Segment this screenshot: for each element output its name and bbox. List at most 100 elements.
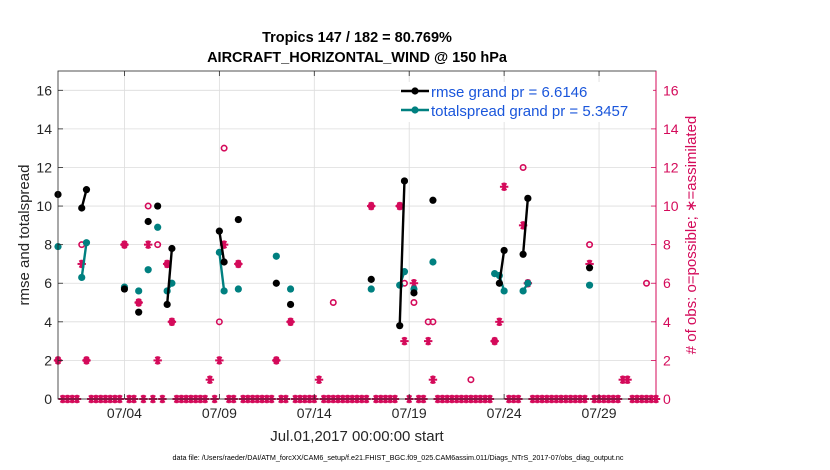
- rmse-point: [120, 285, 129, 293]
- obs-possible-point: [215, 318, 223, 326]
- obs-possible-point: [519, 163, 527, 171]
- x-tick-label: 07/19: [392, 405, 427, 421]
- y-tick-label-left: 4: [44, 314, 52, 330]
- rmse-point: [220, 258, 228, 266]
- spread-point: [154, 223, 162, 231]
- rmse-point: [82, 186, 91, 194]
- y-tick-label-left: 2: [44, 352, 52, 368]
- x-tick-label: 07/14: [297, 405, 332, 421]
- y-tick-label-right: 8: [663, 237, 671, 253]
- obs-possible-point: [429, 318, 437, 326]
- y-tick-label-left: 8: [44, 237, 52, 253]
- obs-assimilated-point: [143, 240, 153, 249]
- rmse-point: [154, 202, 162, 210]
- legend: rmse grand pr = 6.6146 totalspread grand…: [400, 82, 653, 122]
- y-tick-label-left: 6: [44, 275, 52, 291]
- obs-assimilated-point: [167, 317, 177, 327]
- rmse-point: [495, 279, 503, 287]
- chart-title-line2: AIRCRAFT_HORIZONTAL_WIND @ 150 hPa: [207, 50, 508, 66]
- rmse-line-segment: [398, 180, 406, 326]
- rmse-line-segment: [218, 230, 226, 263]
- spread-point: [500, 287, 508, 295]
- y-axis-label-left: rmse and totalspread: [16, 165, 33, 306]
- legend-spread-label: totalspread grand pr = 5.3457: [431, 103, 628, 120]
- spread-line-segment: [218, 252, 226, 292]
- spread-point: [144, 266, 152, 274]
- spread-point: [78, 273, 86, 282]
- y-tick-label-right: 2: [663, 352, 671, 368]
- obs-assimilated-point: [215, 356, 224, 365]
- x-tick-label: 07/09: [202, 405, 237, 421]
- spread-point: [135, 287, 143, 295]
- y-tick-label-left: 16: [36, 82, 52, 98]
- rmse-point: [135, 308, 143, 316]
- spread-point: [286, 285, 295, 293]
- rmse-line-segment: [165, 248, 174, 305]
- obs-possible-point: [220, 144, 228, 152]
- y-tick-label-right: 0: [663, 391, 671, 407]
- obs-assimilated-point: [234, 259, 243, 269]
- rmse-point: [396, 322, 404, 330]
- obs-assimilated-point: [495, 317, 504, 327]
- x-tick-label: 07/29: [582, 405, 617, 421]
- y-axis-label-right: # of obs: o=possible; ∗=assimilated: [683, 116, 700, 355]
- obs-assimilated-point: [286, 317, 295, 327]
- y-tick-label-left: 10: [36, 198, 52, 214]
- spread-point: [429, 258, 437, 266]
- obs-assimilated-point: [490, 336, 499, 346]
- obs-assimilated-point: [120, 240, 129, 249]
- rmse-point: [144, 217, 152, 226]
- y-tick-label-left: 14: [36, 121, 52, 137]
- spread-point: [367, 285, 375, 293]
- rmse-point: [234, 215, 242, 224]
- axis-layer: 07/04 07/09 07/14 07/19 07/24 07/29 0 0 2 2 4 4 6 6 8 8…: [36, 71, 679, 421]
- obs-assimilated-point: [499, 182, 509, 191]
- obs-assimilated-point: [423, 336, 433, 346]
- y-tick-label-right: 16: [663, 82, 679, 98]
- obs-possible-point: [329, 299, 337, 307]
- y-tick-label-right: 12: [663, 159, 679, 175]
- rmse-point: [215, 227, 223, 235]
- y-tick-label-right: 10: [663, 198, 679, 214]
- rmse-point: [168, 244, 176, 253]
- rmse-point: [519, 250, 527, 258]
- x-tick-label: 07/24: [487, 405, 522, 421]
- obs-assimilated-point: [82, 356, 91, 365]
- spread-point: [585, 281, 594, 289]
- y-tick-label-left: 12: [36, 159, 52, 175]
- footer-data-file: data file: /Users/raeder/DAI/ATM_forcXX/…: [173, 453, 624, 462]
- obs-assimilated-point: [623, 375, 632, 384]
- spread-point: [220, 287, 228, 295]
- obs-assimilated-point: [134, 298, 143, 307]
- x-axis-label: Jul.01,2017 00:00:00 start: [270, 428, 444, 445]
- obs-assimilated-point: [272, 356, 281, 365]
- obs-assimilated-point: [409, 279, 419, 288]
- legend-rmse-label: rmse grand pr = 6.6146: [431, 84, 587, 101]
- spread-point: [234, 285, 242, 293]
- y-tick-label-right: 4: [663, 314, 671, 330]
- rmse-point: [367, 275, 375, 283]
- rmse-line-segment: [498, 250, 506, 284]
- rmse-point: [524, 194, 532, 202]
- rmse-point: [163, 300, 171, 309]
- legend-spread-marker: [411, 106, 419, 114]
- y-tick-label-right: 6: [663, 275, 671, 291]
- obs-possible-point: [467, 376, 475, 384]
- legend-rmse-marker: [411, 87, 419, 95]
- obs-assimilated-point: [367, 201, 376, 211]
- spread-line-segment: [80, 242, 88, 278]
- obs-possible-point: [586, 241, 594, 249]
- obs-assimilated-point: [314, 375, 324, 384]
- obs-possible-point: [410, 299, 418, 307]
- obs-assimilated-point: [153, 356, 162, 365]
- legend-box: [400, 82, 653, 122]
- x-tick-label: 07/04: [107, 405, 142, 421]
- chart-title-line1: Tropics 147 / 182 = 80.769%: [262, 30, 452, 46]
- rmse-point: [585, 264, 594, 272]
- rmse-point: [429, 196, 437, 204]
- obs-possible-point: [144, 202, 152, 210]
- obs-assimilated-point: [205, 375, 215, 384]
- obs-assimilated-point: [428, 375, 438, 384]
